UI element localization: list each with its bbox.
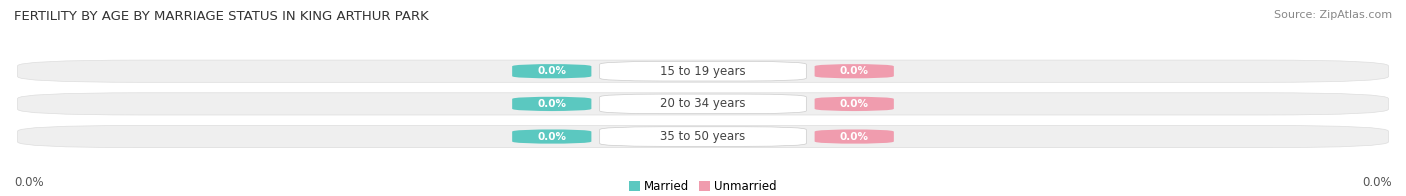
FancyBboxPatch shape [17,93,1389,115]
FancyBboxPatch shape [599,127,807,146]
Text: 0.0%: 0.0% [537,132,567,142]
FancyBboxPatch shape [599,61,807,81]
Text: 0.0%: 0.0% [14,176,44,189]
Text: 0.0%: 0.0% [1362,176,1392,189]
Text: 0.0%: 0.0% [839,66,869,76]
Text: 35 to 50 years: 35 to 50 years [661,130,745,143]
Text: 0.0%: 0.0% [839,132,869,142]
FancyBboxPatch shape [512,97,592,111]
FancyBboxPatch shape [512,129,592,144]
FancyBboxPatch shape [17,60,1389,82]
FancyBboxPatch shape [814,97,894,111]
Text: 0.0%: 0.0% [537,66,567,76]
Text: 0.0%: 0.0% [537,99,567,109]
FancyBboxPatch shape [814,129,894,144]
FancyBboxPatch shape [512,64,592,78]
Legend: Married, Unmarried: Married, Unmarried [624,175,782,196]
Text: 20 to 34 years: 20 to 34 years [661,97,745,110]
Text: FERTILITY BY AGE BY MARRIAGE STATUS IN KING ARTHUR PARK: FERTILITY BY AGE BY MARRIAGE STATUS IN K… [14,10,429,23]
FancyBboxPatch shape [599,94,807,114]
Text: Source: ZipAtlas.com: Source: ZipAtlas.com [1274,10,1392,20]
FancyBboxPatch shape [17,125,1389,148]
Text: 0.0%: 0.0% [839,99,869,109]
FancyBboxPatch shape [814,64,894,78]
Text: 15 to 19 years: 15 to 19 years [661,65,745,78]
